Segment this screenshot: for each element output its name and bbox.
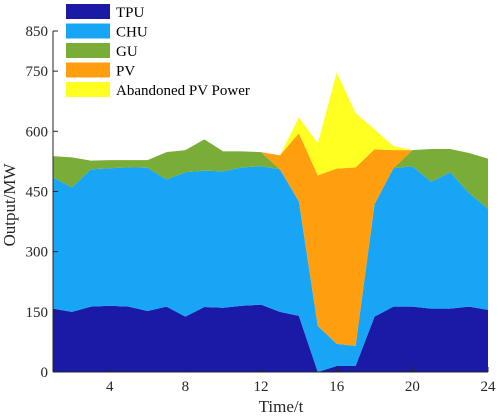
area-series-group xyxy=(53,72,488,372)
y-tick-label: 850 xyxy=(26,24,49,40)
legend-label: TPU xyxy=(116,5,145,21)
x-tick-label: 4 xyxy=(106,379,114,395)
y-tick-label: 600 xyxy=(26,124,49,140)
area-series-gu xyxy=(53,139,488,346)
x-tick-label: 8 xyxy=(182,379,190,395)
legend-label: GU xyxy=(116,44,138,60)
y-axis-label: Output/MW xyxy=(0,162,19,246)
y-tick-label: 450 xyxy=(26,184,49,200)
area-series-pv xyxy=(53,133,488,346)
x-tick-label: 16 xyxy=(329,379,345,395)
area-series-chu xyxy=(53,166,488,372)
x-tick-label: 20 xyxy=(405,379,420,395)
legend-swatch xyxy=(66,43,110,58)
legend-label: PV xyxy=(116,64,135,80)
legend: TPU CHU GU PV Abandoned PV Power xyxy=(66,4,250,99)
x-tick-label: 24 xyxy=(481,379,497,395)
x-axis-label: Time/t xyxy=(259,397,304,416)
y-tick-label: 150 xyxy=(26,305,49,321)
y-tick-label: 750 xyxy=(26,64,49,80)
legend-swatch xyxy=(66,62,110,78)
legend-label: Abandoned PV Power xyxy=(116,83,250,99)
y-tick-group: 0 150 300 450 600 750 850 xyxy=(26,24,58,381)
legend-label: CHU xyxy=(116,25,148,41)
axes-group xyxy=(52,31,488,373)
legend-swatch xyxy=(66,23,110,39)
x-tick-label: 12 xyxy=(254,379,269,395)
area-series-tpu xyxy=(53,304,488,372)
y-tick-label: 300 xyxy=(26,245,49,261)
x-tick-group: 4 8 12 16 20 24 xyxy=(106,367,496,395)
legend-swatch xyxy=(66,4,110,19)
y-tick-label: 0 xyxy=(41,365,49,381)
legend-swatch xyxy=(66,82,110,97)
